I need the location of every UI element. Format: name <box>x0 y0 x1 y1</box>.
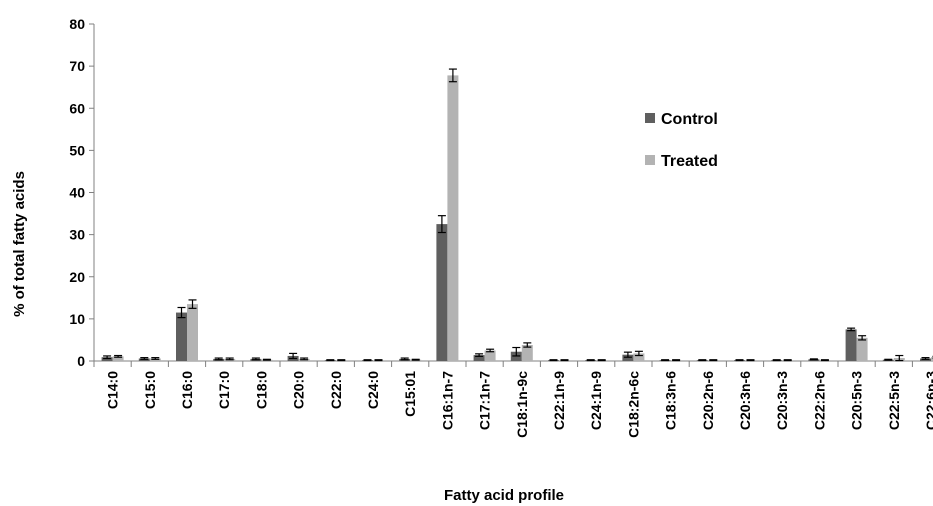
y-axis-title: % of total fatty acids <box>11 171 28 317</box>
x-tick-label: C18:0 <box>253 371 269 409</box>
bar-control-C20:5n-3 <box>845 329 857 361</box>
x-tick-label: C14:0 <box>105 371 121 409</box>
legend-swatch-treated <box>645 155 655 165</box>
bar-control-C14:0 <box>101 357 113 361</box>
x-tick-label: C24:1n-9 <box>588 371 604 430</box>
x-tick-label: C16:1n-7 <box>439 371 455 430</box>
x-tick-label: C20:5n-3 <box>849 371 865 430</box>
bar-treated-C16:0 <box>187 304 198 361</box>
y-tick-label: 40 <box>69 185 85 201</box>
x-tick-label: C22:1n-9 <box>551 371 567 430</box>
x-tick-label: C17:0 <box>216 371 232 409</box>
bar-control-C16:0 <box>176 312 187 361</box>
bar-treated-C20:5n-3 <box>856 337 868 361</box>
y-tick-label: 30 <box>69 227 85 243</box>
y-tick-label: 0 <box>77 353 85 369</box>
bar-treated-C14:0 <box>112 356 124 361</box>
x-tick-label: C20:2n-6 <box>700 371 716 430</box>
legend-swatch-control <box>645 113 655 123</box>
x-axis-title: Fatty acid profile <box>444 487 564 504</box>
y-tick-label: 70 <box>69 58 85 74</box>
x-tick-label: C20:0 <box>291 371 307 409</box>
x-tick-label: C15:01 <box>402 371 418 417</box>
y-tick-label: 10 <box>69 311 85 327</box>
legend-label-treated: Treated <box>661 153 718 170</box>
y-tick-label: 80 <box>69 16 85 32</box>
bar-treated-C16:1n-7 <box>447 75 459 361</box>
y-tick-label: 20 <box>69 269 85 285</box>
x-tick-label: C20:3n-3 <box>774 371 790 430</box>
x-tick-label: C22:0 <box>328 371 344 409</box>
x-tick-label: C18:3n-6 <box>663 371 679 430</box>
bar-control-C16:1n-7 <box>436 224 448 361</box>
x-tick-label: C15:0 <box>142 371 158 409</box>
x-tick-label: C18:2n-6c <box>625 371 641 438</box>
bar-treated-C22:6n-3 <box>931 357 933 361</box>
x-tick-label: C22:2n-6 <box>811 371 827 430</box>
y-tick-label: 50 <box>69 142 85 158</box>
x-tick-label: C22:6n-3 <box>923 371 933 430</box>
bar-treated-C18:1n-9c <box>521 344 533 361</box>
x-tick-label: C16:0 <box>179 371 195 409</box>
legend: Control Treated <box>645 111 718 170</box>
legend-label-control: Control <box>661 111 718 128</box>
x-tick-label: C17:1n-7 <box>477 371 493 430</box>
y-tick-label: 60 <box>69 100 85 116</box>
bar-treated-C18:2n-6c <box>633 353 645 361</box>
x-tick-label: C18:1n-9c <box>514 371 530 438</box>
bar-control-C17:1n-7 <box>473 355 485 361</box>
bar-control-C18:2n-6c <box>622 354 634 361</box>
bar-treated-C17:1n-7 <box>484 350 496 361</box>
y-axis: 0 10 20 30 40 50 60 70 80 <box>69 16 95 369</box>
bars <box>101 68 933 362</box>
x-axis: C14:0 C15:0 C16:0 C17:0 C18:0 C20:0 C22:0 C24:0… <box>93 360 933 438</box>
x-tick-label: C22:5n-3 <box>886 371 902 430</box>
x-tick-label: C24:0 <box>365 371 381 409</box>
x-tick-label: C20:3n-6 <box>737 371 753 430</box>
